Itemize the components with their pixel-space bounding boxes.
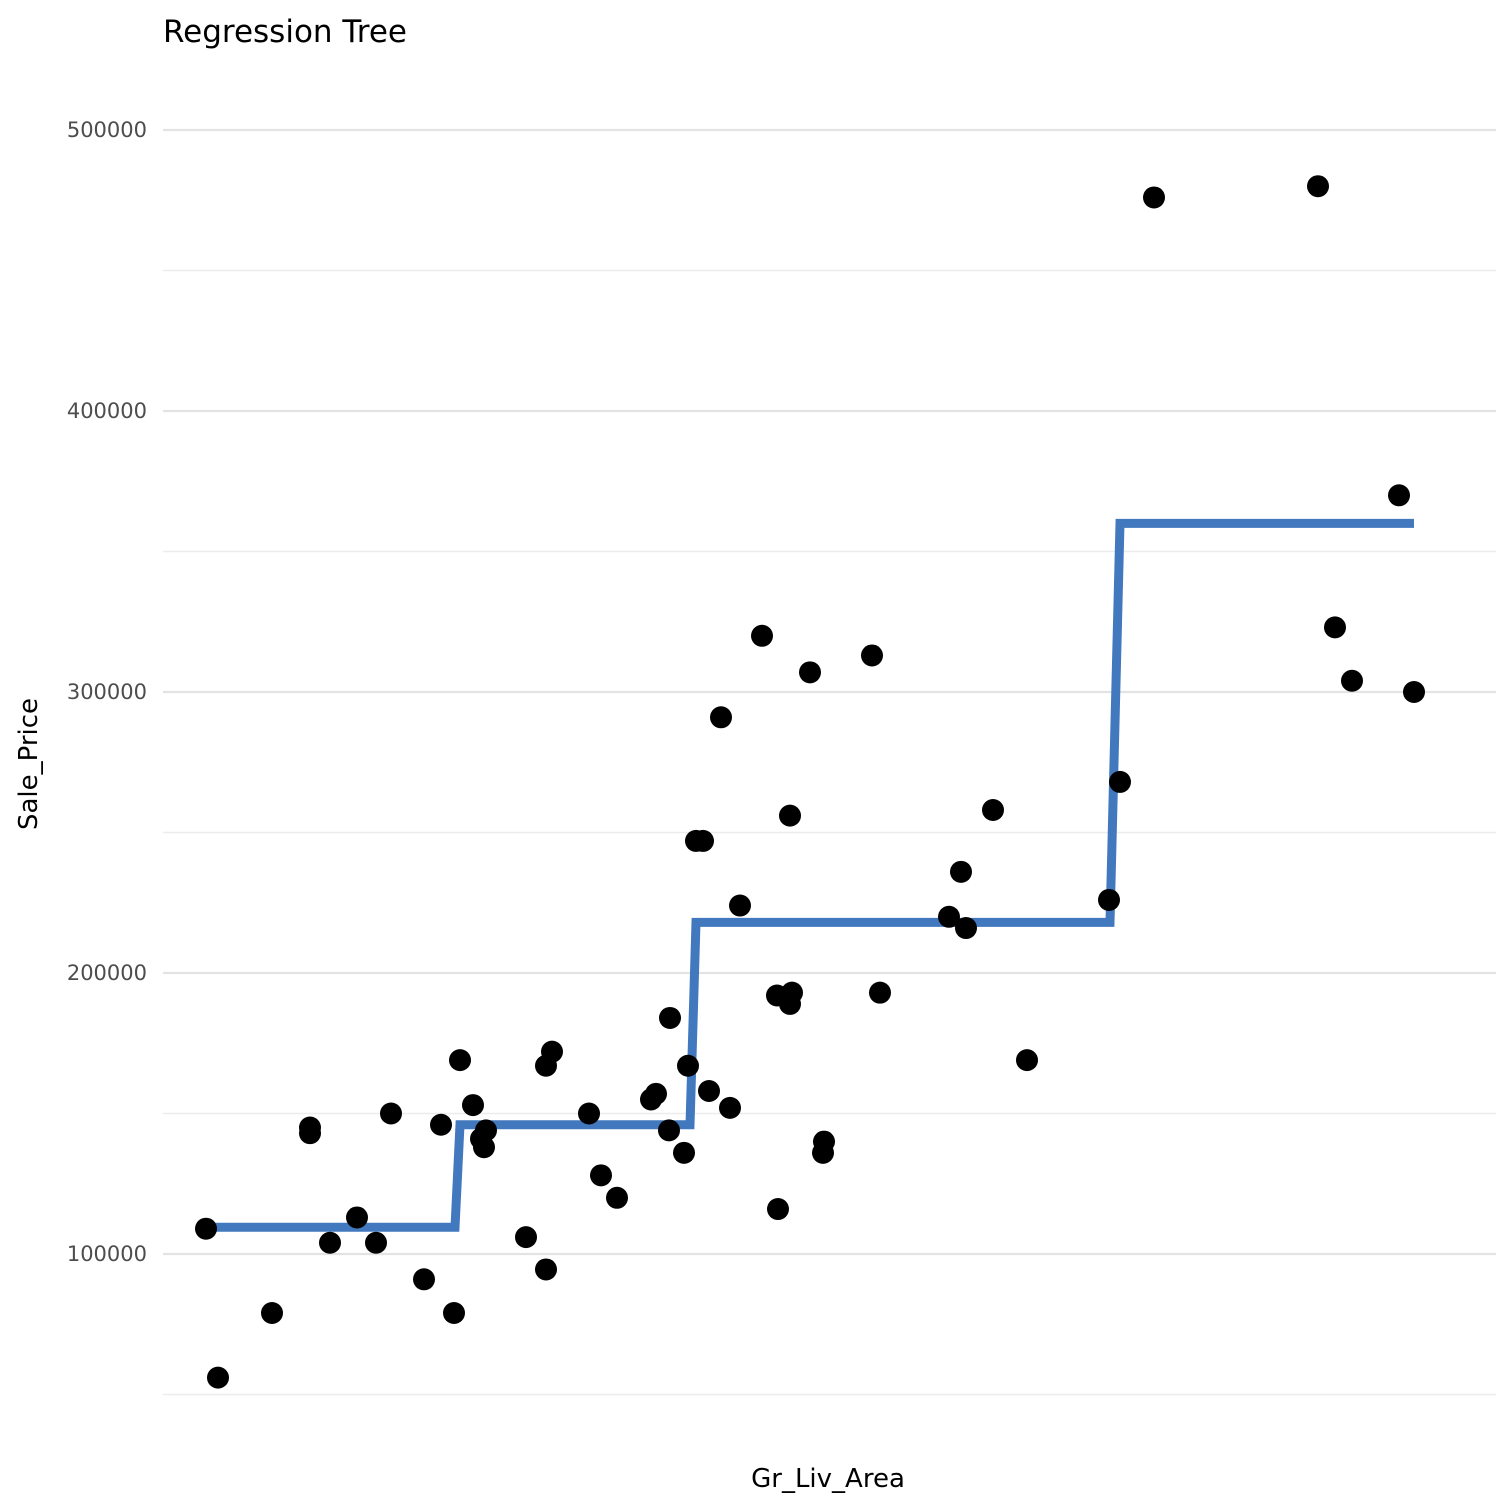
data-point: [692, 829, 714, 852]
data-point: [1307, 175, 1329, 198]
data-point: [1388, 484, 1410, 507]
data-point: [673, 1141, 695, 1164]
data-point: [645, 1082, 667, 1105]
data-point: [1403, 681, 1425, 703]
data-point: [430, 1113, 452, 1136]
grid-lines: [163, 128, 1496, 1396]
data-point: [261, 1302, 283, 1325]
y-tick-label: 500000: [67, 118, 147, 142]
data-point: [813, 1130, 835, 1153]
data-point: [1143, 186, 1165, 209]
data-point: [710, 706, 732, 729]
y-tick-label: 100000: [67, 1242, 147, 1266]
data-point: [319, 1231, 341, 1254]
data-point: [767, 1198, 789, 1221]
data-point: [578, 1102, 600, 1125]
data-point: [861, 644, 883, 667]
y-axis-title: Sale_Price: [14, 698, 44, 830]
data-point: [299, 1122, 321, 1145]
data-point: [729, 894, 751, 917]
data-point: [541, 1040, 563, 1063]
data-point: [698, 1080, 720, 1103]
data-point: [195, 1217, 217, 1240]
fit-line-layer: [206, 518, 1414, 1232]
data-point: [380, 1102, 402, 1125]
data-point: [606, 1186, 628, 1209]
data-point: [1098, 888, 1120, 911]
data-point: [449, 1049, 471, 1072]
data-point: [462, 1094, 484, 1117]
data-point: [779, 804, 801, 827]
data-point: [719, 1096, 741, 1119]
data-point: [443, 1302, 465, 1325]
data-point: [658, 1119, 680, 1142]
data-point: [950, 860, 972, 883]
data-point: [677, 1054, 699, 1077]
data-point: [475, 1119, 497, 1142]
regression-tree-fit-line: [206, 518, 1414, 1232]
data-point: [590, 1164, 612, 1187]
data-point: [413, 1268, 435, 1291]
chart-title: Regression Tree: [163, 14, 407, 50]
data-point: [781, 981, 803, 1004]
y-tick-label: 200000: [67, 961, 147, 985]
data-point: [659, 1006, 681, 1029]
y-tick-label: 300000: [67, 680, 147, 704]
data-point: [1324, 616, 1346, 639]
y-tick-label: 400000: [67, 399, 147, 423]
y-tick-labels: 100000 200000 300000 400000 500000: [67, 118, 147, 1266]
data-point: [938, 905, 960, 928]
data-point: [473, 1136, 495, 1159]
data-point: [1109, 770, 1131, 793]
data-point: [869, 981, 891, 1004]
data-point: [346, 1206, 368, 1229]
data-points: [195, 175, 1425, 1389]
data-point: [535, 1258, 557, 1281]
data-point: [365, 1231, 387, 1254]
data-point: [1016, 1049, 1038, 1072]
data-point: [751, 624, 773, 647]
data-point: [955, 917, 977, 940]
data-point: [1341, 669, 1363, 692]
data-point: [515, 1226, 537, 1249]
data-point: [799, 661, 821, 684]
data-point: [207, 1366, 229, 1389]
x-axis-title: Gr_Liv_Area: [751, 1464, 905, 1494]
data-point: [982, 799, 1004, 822]
